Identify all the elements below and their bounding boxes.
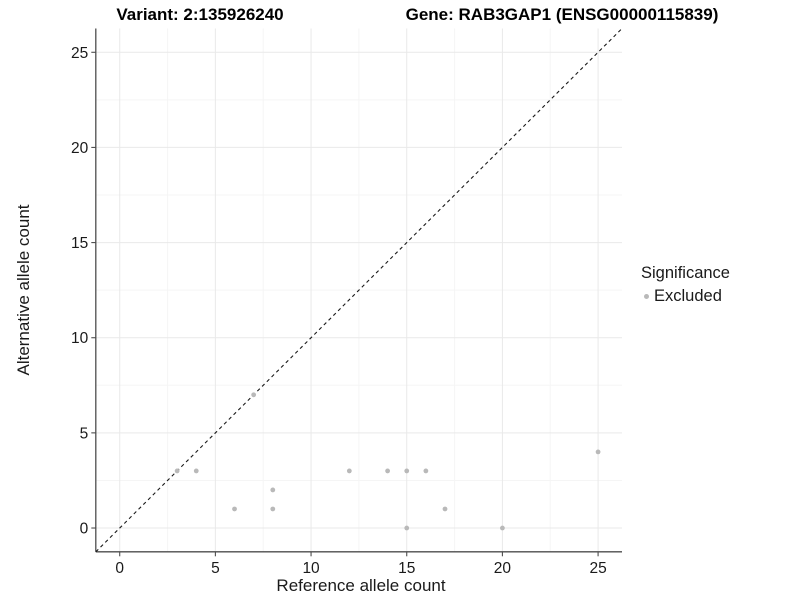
plot-title-variant: Variant: 2:135926240 [116, 5, 284, 24]
x-tick-label: 15 [398, 560, 415, 577]
data-point [174, 468, 180, 474]
x-tick-label: 20 [494, 560, 512, 577]
y-tick-label: 5 [80, 425, 89, 442]
data-point [442, 506, 448, 512]
data-point [193, 468, 199, 474]
legend-item-excluded: Excluded [640, 287, 730, 306]
data-point [270, 487, 276, 493]
x-tick-label: 0 [115, 560, 124, 577]
data-point [595, 449, 601, 455]
y-tick-label: 25 [71, 45, 88, 62]
data-point [251, 392, 257, 398]
data-point [404, 468, 410, 474]
y-tick-label: 0 [80, 521, 89, 538]
plot-title-gene: Gene: RAB3GAP1 (ENSG00000115839) [405, 5, 719, 24]
legend: Significance Excluded [640, 264, 730, 306]
legend-item-label: Excluded [654, 287, 722, 305]
data-point [232, 506, 237, 512]
y-tick-label: 15 [71, 235, 88, 252]
x-axis-label: Reference allele count [276, 576, 446, 595]
x-tick-label: 5 [211, 560, 220, 577]
x-tick-label: 25 [589, 560, 606, 577]
legend-title: Significance [641, 264, 730, 282]
data-point [270, 506, 276, 512]
y-tick-label: 20 [71, 140, 89, 157]
data-point [346, 468, 352, 474]
data-point [385, 468, 391, 474]
data-point [423, 468, 429, 474]
data-point [500, 525, 505, 531]
legend-point-swatch [644, 294, 649, 299]
data-point [404, 525, 410, 531]
x-tick-label: 10 [302, 560, 320, 577]
y-tick-label: 10 [71, 330, 89, 347]
identity-reference-line [95, 28, 623, 553]
y-axis-label: Alternative allele count [14, 204, 33, 376]
